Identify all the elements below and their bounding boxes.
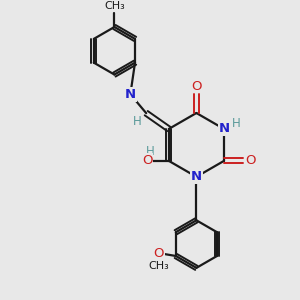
Text: H: H <box>133 115 142 128</box>
Text: CH₃: CH₃ <box>104 1 125 11</box>
Text: O: O <box>191 80 202 92</box>
Text: CH₃: CH₃ <box>148 261 169 271</box>
Text: O: O <box>142 154 152 167</box>
Text: O: O <box>246 154 256 167</box>
Text: O: O <box>153 247 164 260</box>
Text: H: H <box>232 117 241 130</box>
Text: N: N <box>218 122 230 136</box>
Text: N: N <box>125 88 136 101</box>
Text: H: H <box>146 145 155 158</box>
Text: N: N <box>191 170 202 183</box>
